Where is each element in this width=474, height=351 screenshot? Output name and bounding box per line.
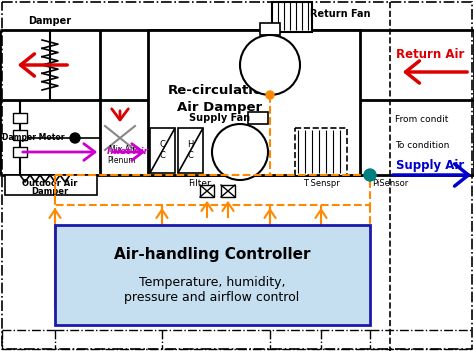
Bar xyxy=(13,113,27,123)
Bar xyxy=(150,128,175,173)
Text: Filter: Filter xyxy=(189,179,211,187)
Bar xyxy=(260,23,280,35)
Text: Air Damper: Air Damper xyxy=(177,101,263,114)
Text: Damper: Damper xyxy=(31,187,69,197)
Text: T Senspr: T Senspr xyxy=(302,179,339,187)
Bar xyxy=(295,128,347,175)
Bar xyxy=(13,147,27,157)
Bar xyxy=(148,30,360,175)
Text: Supply Fan: Supply Fan xyxy=(190,113,251,123)
Bar xyxy=(13,130,27,140)
Text: Damper: Damper xyxy=(28,16,72,26)
Text: Damper Motor: Damper Motor xyxy=(2,133,64,143)
FancyBboxPatch shape xyxy=(55,225,370,325)
Circle shape xyxy=(364,169,376,181)
Text: From condit: From condit xyxy=(395,115,448,125)
Bar xyxy=(178,128,203,173)
Text: To condition: To condition xyxy=(395,140,449,150)
Circle shape xyxy=(212,124,268,180)
Text: Re-circulation: Re-circulation xyxy=(168,84,272,97)
Text: H
C: H C xyxy=(187,140,193,160)
Text: Return Air: Return Air xyxy=(396,48,464,61)
Text: Mix Air
Plenum: Mix Air Plenum xyxy=(108,145,137,165)
Circle shape xyxy=(266,91,274,99)
Bar xyxy=(55,175,370,205)
Bar xyxy=(248,112,268,124)
Bar xyxy=(221,185,235,197)
Text: Air-handling Controller: Air-handling Controller xyxy=(114,247,310,263)
Text: Temperature, humidity,
pressure and airflow control: Temperature, humidity, pressure and airf… xyxy=(124,276,300,304)
Text: Supply Air: Supply Air xyxy=(396,159,464,172)
Bar xyxy=(272,2,312,32)
Text: Inlet Air: Inlet Air xyxy=(107,147,148,157)
Circle shape xyxy=(240,35,300,95)
Circle shape xyxy=(70,133,80,143)
Bar xyxy=(5,175,97,195)
Bar xyxy=(200,185,214,197)
Text: PiSensor: PiSensor xyxy=(372,179,408,187)
Text: Outdoor Air: Outdoor Air xyxy=(22,179,78,187)
Text: C
C: C C xyxy=(159,140,165,160)
Text: Return Fan: Return Fan xyxy=(310,9,371,19)
